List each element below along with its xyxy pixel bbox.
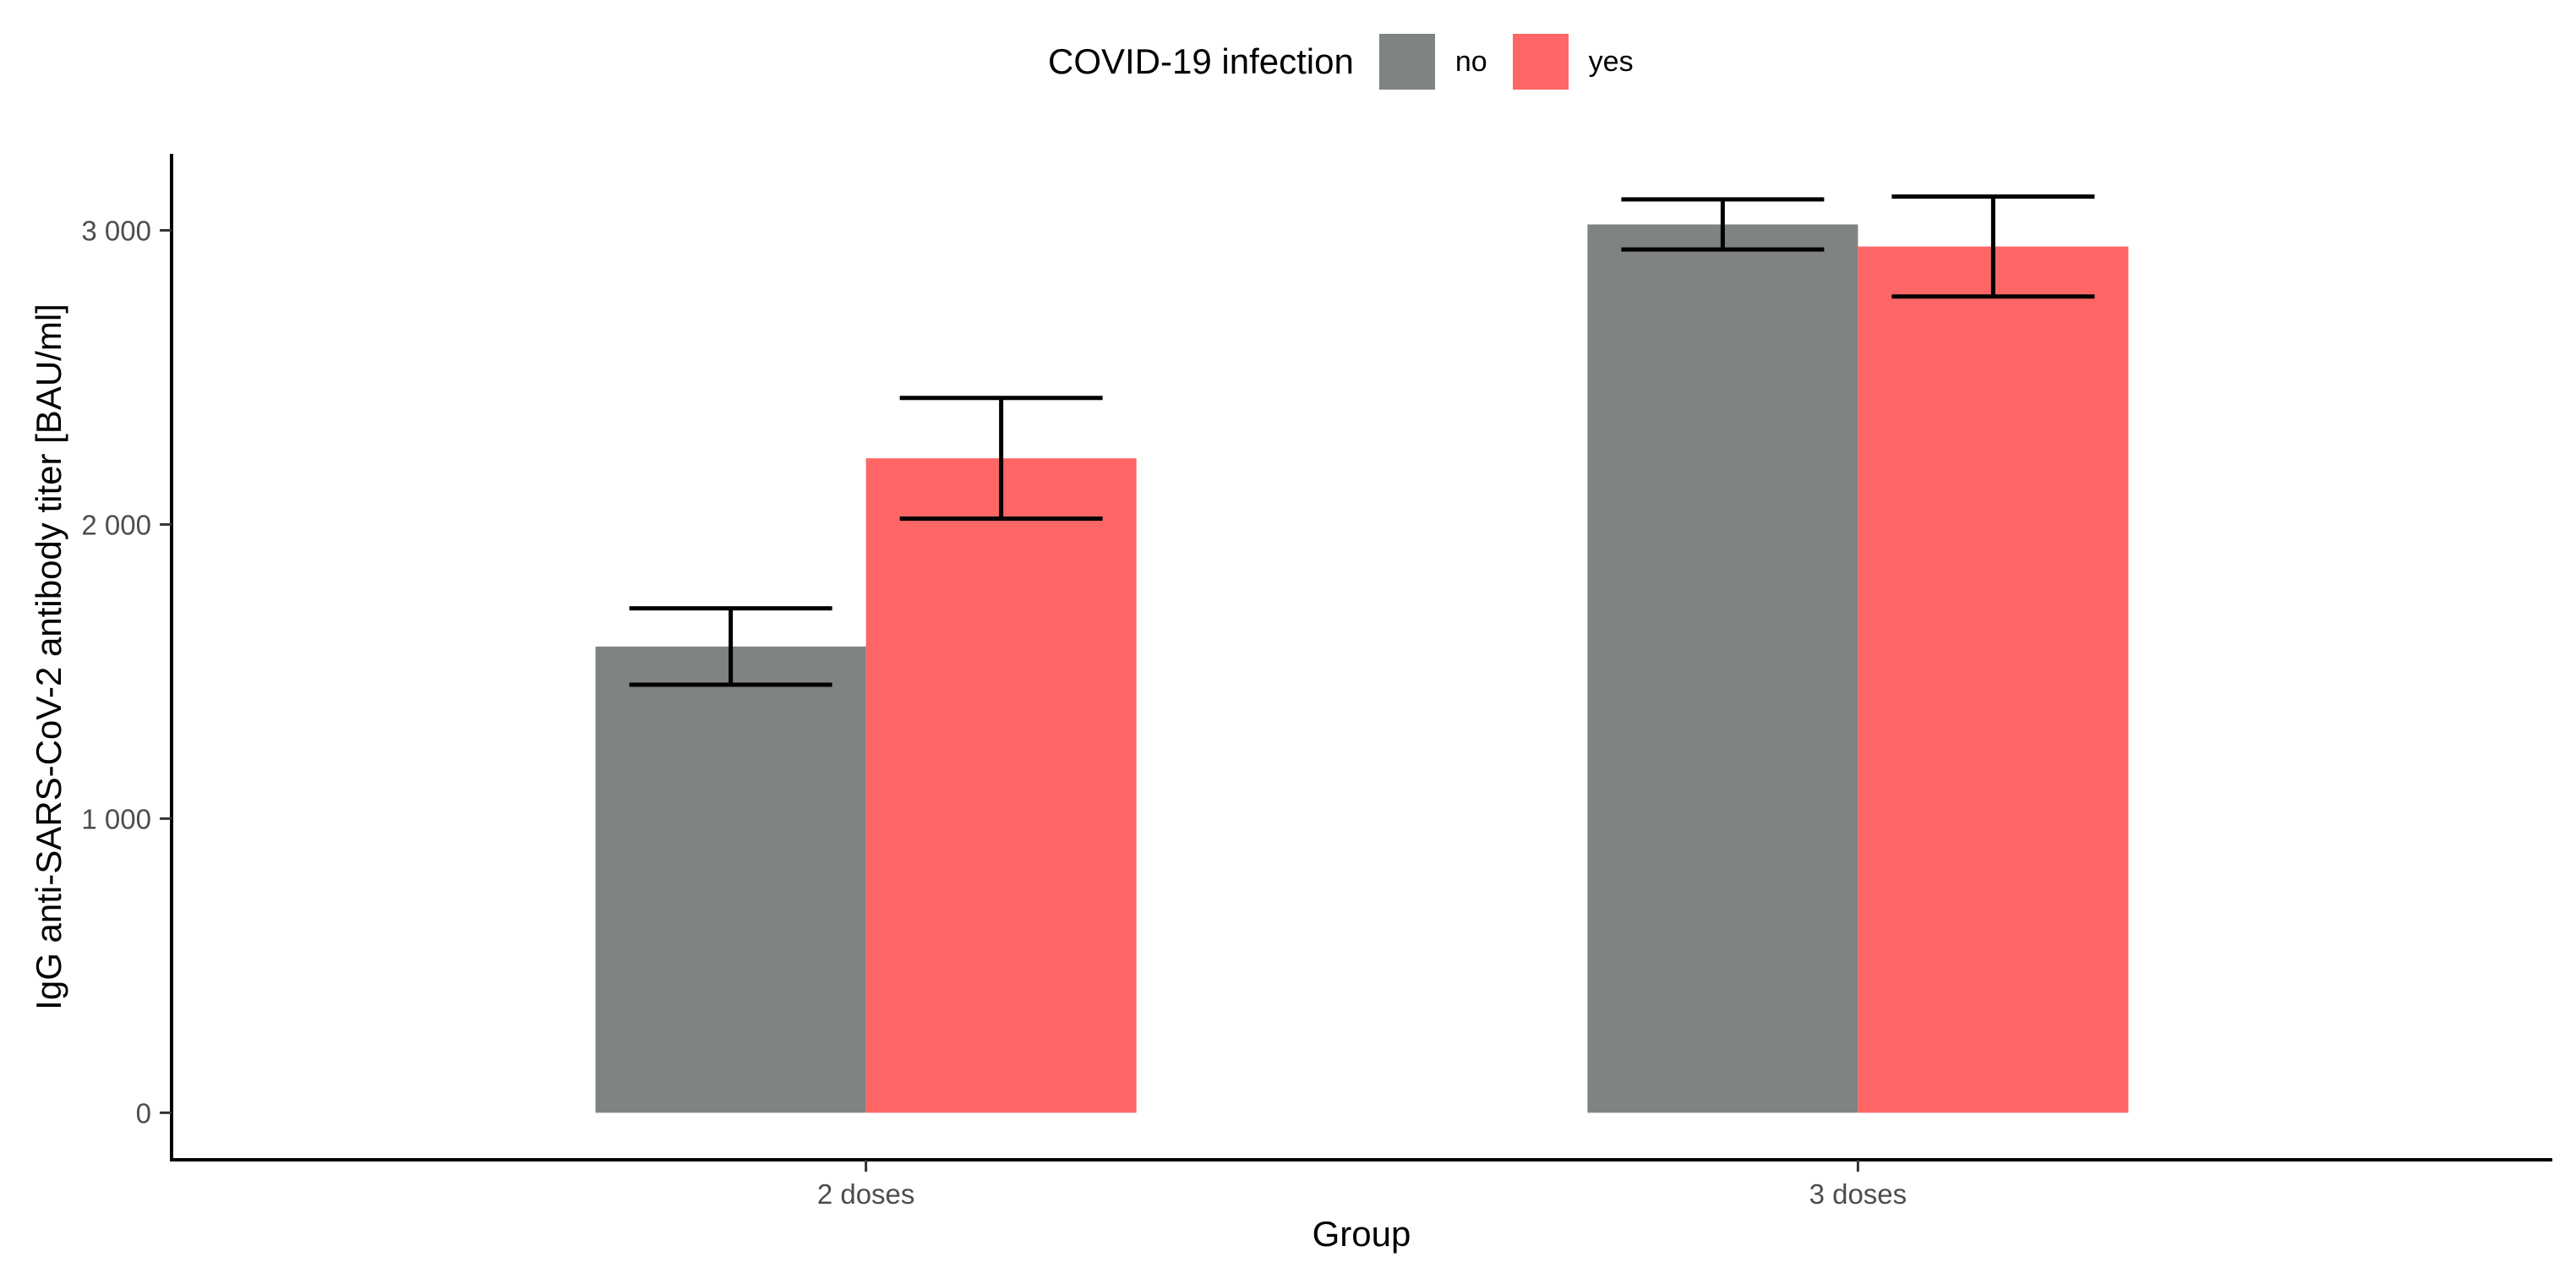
legend: COVID-19 infection no yes (1048, 32, 1659, 91)
y-tick-label: 1 000 (81, 803, 151, 834)
bar-no-0 (595, 646, 866, 1113)
legend-label-no: no (1454, 45, 1487, 78)
y-tick-label: 2 000 (81, 509, 151, 540)
legend-title: COVID-19 infection (1048, 41, 1354, 81)
x-tick-label: 3 doses (1809, 1178, 1907, 1210)
x-tick-label: 2 doses (817, 1178, 915, 1210)
bar-yes-0 (865, 458, 1137, 1113)
bars-layer (595, 224, 2129, 1113)
y-axis-title: IgG anti-SARS-CoV-2 antibody titer [BAU/… (29, 303, 68, 1010)
x-axis-title: Group (1313, 1214, 1411, 1254)
x-ticks: 2 doses 3 doses (817, 1160, 1907, 1210)
legend-key-yes (1512, 34, 1569, 90)
y-tick-label: 3 000 (81, 215, 151, 246)
errorbar-yes-0 (899, 396, 1103, 521)
errorbars-layer (629, 194, 2095, 687)
y-ticks: 0 1 000 2 000 3 000 (81, 215, 172, 1129)
errorbar-no-1 (1621, 197, 1825, 252)
bar-yes-1 (1858, 246, 2129, 1113)
bar-no-1 (1587, 224, 1858, 1113)
legend-key-no (1378, 34, 1435, 90)
legend-label-yes: yes (1588, 45, 1634, 78)
errorbar-yes-1 (1891, 194, 2095, 299)
errorbar-no-0 (629, 606, 832, 687)
y-tick-label: 0 (136, 1097, 151, 1129)
